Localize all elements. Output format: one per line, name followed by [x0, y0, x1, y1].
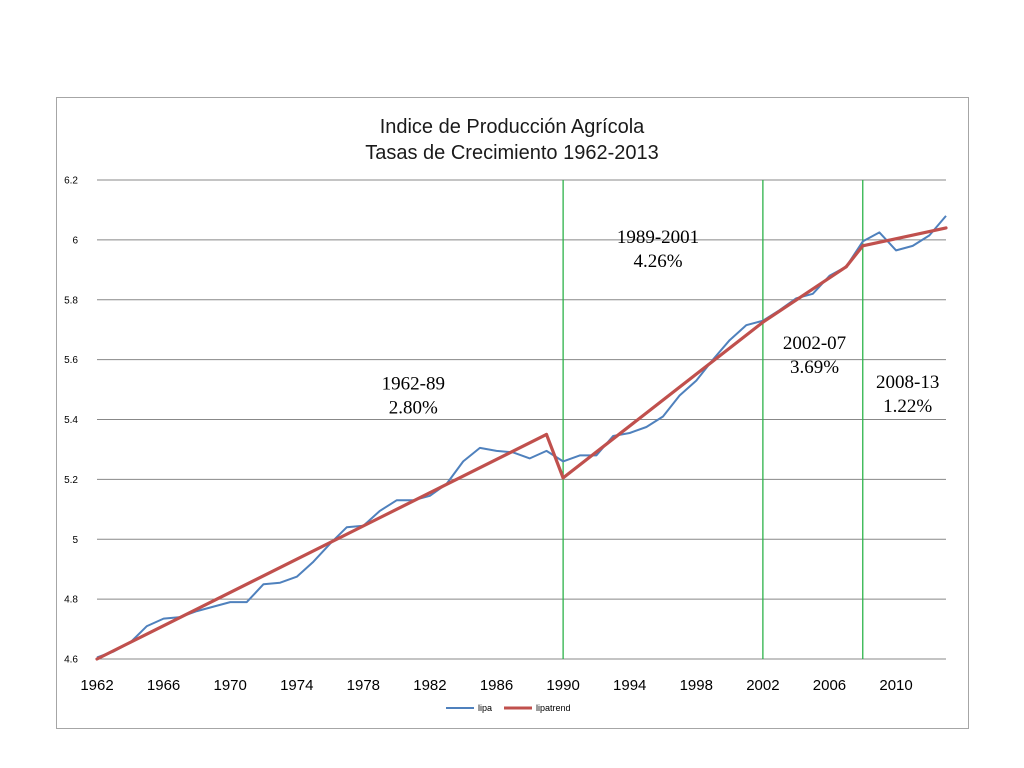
annotations: 1962-89 2.80% 1989-2001 4.26% 2002-07 3.69% 20… [382, 227, 940, 419]
series-segment-lipatrend [761, 265, 848, 324]
y-tick-label: 5 [72, 535, 78, 546]
x-tick-label: 1962 [80, 677, 113, 694]
chart-title-line-1: Indice de Producción Agrícola [380, 116, 645, 138]
series-segment-lipatrend [844, 244, 865, 269]
x-tick-label: 1966 [147, 677, 180, 694]
x-tick-label: 1994 [613, 677, 646, 694]
y-tick-label: 4.6 [64, 655, 78, 666]
legend-label-lipa: lipa [478, 703, 492, 713]
y-tick-label: 5.4 [64, 415, 78, 426]
period-dividers [562, 180, 864, 659]
period-annotation: 2.80% [389, 398, 438, 419]
period-annotation: 1962-89 [382, 374, 445, 395]
chart-frame [56, 97, 969, 729]
y-tick-label: 5.6 [64, 355, 78, 366]
y-tick-label: 5.8 [64, 295, 78, 306]
y-axis-ticks: 4.6 4.8 5 5.2 5.4 5.6 5.8 6 6.2 [64, 176, 78, 666]
x-tick-label: 1982 [413, 677, 446, 694]
period-annotation: 1989-2001 [617, 227, 699, 248]
x-tick-label: 1970 [213, 677, 246, 694]
y-tick-label: 4.8 [64, 595, 78, 606]
chart-title: Indice de Producción Agrícola Tasas de Cr… [365, 116, 659, 164]
series-segment-lipatrend [861, 226, 948, 248]
x-axis-ticks: 1962 1966 1970 1974 1978 1982 1986 1990 1994 1998… [80, 677, 912, 694]
period-annotation: 2002-07 [783, 333, 846, 354]
x-tick-label: 2002 [746, 677, 779, 694]
period-annotation: 4.26% [633, 251, 682, 272]
series-segment-lipatrend [561, 320, 765, 480]
x-tick-label: 1990 [546, 677, 579, 694]
legend: lipa lipatrend [446, 703, 571, 713]
x-tick-label: 1978 [347, 677, 380, 694]
chart-title-line-2: Tasas de Crecimiento 1962-2013 [365, 142, 659, 164]
x-tick-label: 1998 [680, 677, 713, 694]
period-annotation: 2008-13 [876, 372, 939, 393]
x-tick-label: 1986 [480, 677, 513, 694]
y-tick-label: 6.2 [64, 176, 78, 187]
legend-label-lipatrend: lipatrend [536, 703, 571, 713]
period-annotation: 1.22% [883, 396, 932, 417]
x-tick-label: 2010 [879, 677, 912, 694]
gridlines [97, 179, 946, 660]
x-tick-label: 1974 [280, 677, 313, 694]
x-tick-label: 2006 [813, 677, 846, 694]
period-annotation: 3.69% [790, 357, 839, 378]
series-line-lipa [96, 215, 947, 659]
y-tick-label: 5.2 [64, 475, 78, 486]
series-segment-lipatrend [95, 432, 549, 661]
y-tick-label: 6 [72, 235, 78, 246]
series-segment-lipatrend [544, 432, 565, 480]
series-lines [95, 215, 948, 661]
